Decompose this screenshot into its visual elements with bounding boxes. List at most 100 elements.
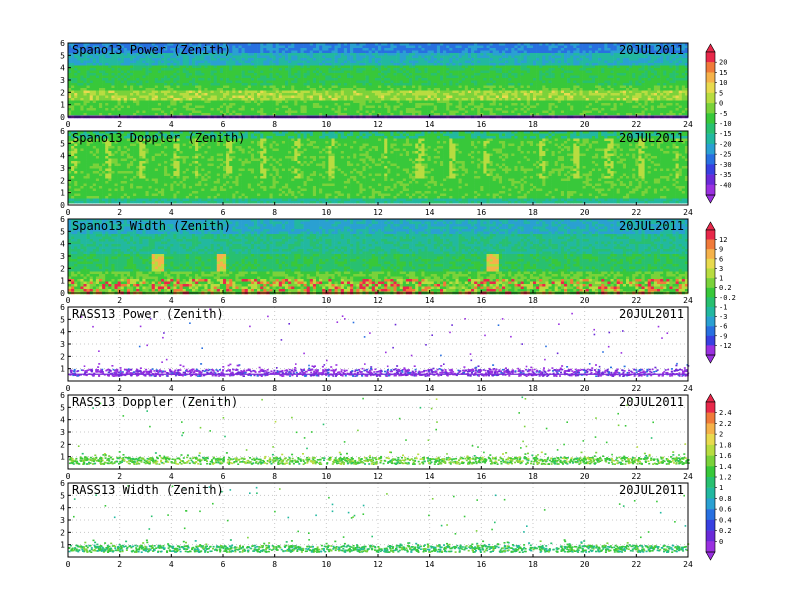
heatmap-cell: [223, 63, 226, 66]
heatmap-cell: [561, 51, 564, 54]
heatmap-cell: [186, 101, 189, 104]
heatmap-cell: [248, 68, 251, 71]
heatmap-cell: [359, 93, 362, 96]
heatmap-cell: [561, 103, 564, 106]
heatmap-cell: [483, 71, 486, 74]
heatmap-cell: [229, 88, 232, 91]
heatmap-cell: [192, 111, 195, 114]
heatmap-cell: [146, 88, 149, 91]
heatmap-cell: [130, 98, 133, 101]
heatmap-cell: [381, 71, 384, 74]
heatmap-cell: [375, 61, 378, 64]
heatmap-cell: [549, 48, 552, 51]
heatmap-cell: [325, 113, 328, 116]
heatmap-cell: [121, 111, 124, 114]
heatmap-cell: [235, 98, 238, 101]
heatmap-cell: [204, 86, 207, 89]
heatmap-cell: [459, 86, 462, 89]
heatmap-cell: [316, 91, 319, 94]
heatmap-cell: [266, 53, 269, 56]
heatmap-cell: [96, 63, 99, 66]
heatmap-cell: [431, 83, 434, 86]
heatmap-cell: [580, 98, 583, 101]
heatmap-cell: [93, 61, 96, 64]
heatmap-cell: [204, 111, 207, 114]
heatmap-cell: [384, 48, 387, 51]
heatmap-cell: [425, 88, 428, 91]
heatmap-cell: [332, 61, 335, 64]
heatmap-cell: [359, 108, 362, 111]
heatmap-cell: [428, 81, 431, 84]
heatmap-cell: [198, 113, 201, 116]
heatmap-cell: [542, 111, 545, 114]
heatmap-cell: [508, 61, 511, 64]
heatmap-cell: [266, 106, 269, 109]
heatmap-cell: [353, 53, 356, 56]
heatmap-cell: [332, 103, 335, 106]
heatmap-cell: [223, 78, 226, 81]
heatmap-cell: [161, 103, 164, 106]
heatmap-cell: [403, 111, 406, 114]
heatmap-cell: [74, 76, 77, 79]
heatmap-cell: [347, 66, 350, 69]
heatmap-cell: [434, 113, 437, 116]
heatmap-cell: [452, 68, 455, 71]
heatmap-cell: [158, 58, 161, 61]
heatmap-cell: [375, 106, 378, 109]
heatmap-cell: [549, 96, 552, 99]
heatmap-cell: [186, 76, 189, 79]
heatmap-cell: [363, 58, 366, 61]
heatmap-cell: [518, 88, 521, 91]
heatmap-cell: [372, 88, 375, 91]
heatmap-cell: [251, 91, 254, 94]
heatmap-cell: [471, 108, 474, 111]
heatmap-cell: [381, 111, 384, 114]
heatmap-cell: [266, 101, 269, 104]
heatmap-cell: [570, 101, 573, 104]
heatmap-cell: [440, 98, 443, 101]
heatmap-cell: [288, 96, 291, 99]
heatmap-cell: [372, 93, 375, 96]
heatmap-cell: [356, 86, 359, 89]
heatmap-cell: [294, 63, 297, 66]
heatmap-cell: [270, 111, 273, 114]
heatmap-cell: [561, 81, 564, 84]
heatmap-cell: [288, 78, 291, 81]
heatmap-cell: [394, 61, 397, 64]
heatmap-cell: [456, 106, 459, 109]
heatmap-cell: [468, 68, 471, 71]
heatmap-cell: [471, 103, 474, 106]
heatmap-cell: [490, 63, 493, 66]
heatmap-cell: [567, 83, 570, 86]
heatmap-cell: [400, 113, 403, 116]
heatmap-cell: [558, 63, 561, 66]
heatmap-cell: [409, 88, 412, 91]
heatmap-cell: [511, 46, 514, 49]
heatmap-cell: [285, 81, 288, 84]
heatmap-cell: [152, 113, 155, 116]
heatmap-cell: [446, 53, 449, 56]
heatmap-cell: [549, 103, 552, 106]
heatmap-cell: [146, 103, 149, 106]
heatmap-cell: [344, 103, 347, 106]
heatmap-cell: [471, 83, 474, 86]
heatmap-cell: [409, 56, 412, 59]
heatmap-cell: [524, 73, 527, 76]
heatmap-cell: [496, 56, 499, 59]
heatmap-cell: [558, 48, 561, 51]
heatmap-cell: [443, 88, 446, 91]
heatmap-cell: [384, 51, 387, 54]
heatmap-cell: [471, 86, 474, 89]
heatmap-cell: [555, 63, 558, 66]
heatmap-cell: [440, 111, 443, 114]
heatmap-cell: [204, 93, 207, 96]
heatmap-cell: [552, 98, 555, 101]
heatmap-cell: [158, 76, 161, 79]
heatmap-cell: [90, 103, 93, 106]
heatmap-cell: [378, 61, 381, 64]
heatmap-cell: [468, 101, 471, 104]
heatmap-cell: [307, 91, 310, 94]
heatmap-cell: [471, 53, 474, 56]
heatmap-cell: [539, 66, 542, 69]
